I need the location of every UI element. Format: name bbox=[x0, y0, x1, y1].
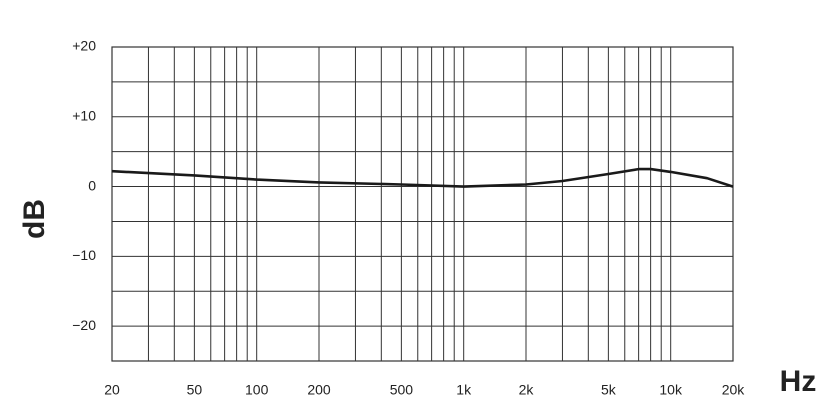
plot-frame bbox=[111, 46, 734, 362]
x-tick-label: 100 bbox=[245, 382, 269, 398]
x-tick-label: 50 bbox=[187, 382, 203, 398]
x-axis-label: Hz bbox=[780, 365, 817, 398]
y-tick-label: −20 bbox=[72, 317, 96, 333]
y-tick-label: +10 bbox=[72, 107, 96, 123]
x-tick-label: 500 bbox=[390, 382, 414, 398]
y-tick-label: 0 bbox=[88, 177, 96, 193]
x-tick-label: 20k bbox=[722, 382, 746, 398]
x-tick-label: 10k bbox=[659, 382, 683, 398]
y-tick-label: +20 bbox=[72, 38, 96, 54]
x-tick-label: 2k bbox=[519, 382, 535, 398]
x-tick-label: 1k bbox=[456, 382, 472, 398]
response-curve bbox=[111, 167, 734, 188]
y-tick-label: −10 bbox=[72, 247, 96, 263]
x-tick-label: 5k bbox=[601, 382, 617, 398]
x-tick-label: 200 bbox=[307, 382, 331, 398]
y-axis-label: dB bbox=[18, 199, 51, 239]
x-tick-label: 20 bbox=[104, 382, 120, 398]
